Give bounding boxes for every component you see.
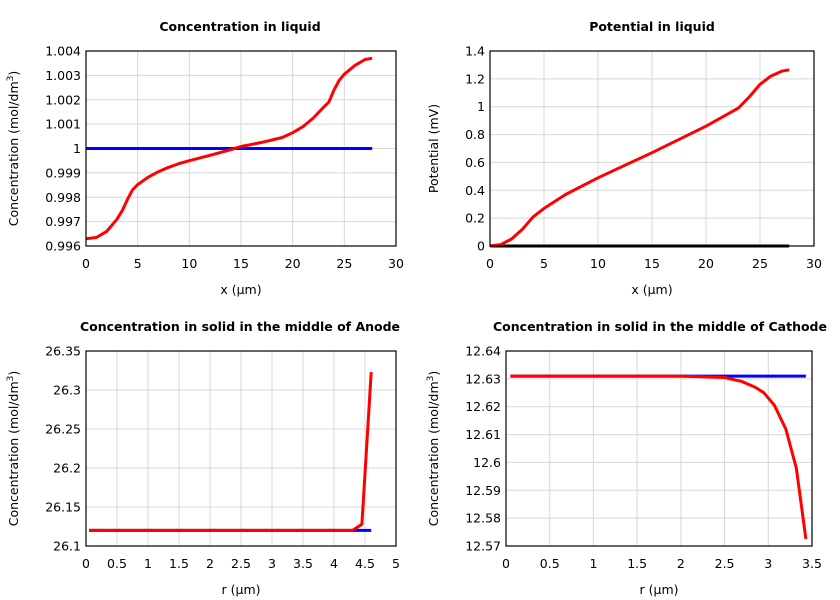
x-axis-label: x (µm) <box>220 282 261 297</box>
y-axis-label-end: ) <box>426 371 441 376</box>
y-axis-label-end: ) <box>6 371 21 376</box>
series-line-2 <box>85 56 373 241</box>
y-tick-label: 1 <box>477 99 485 114</box>
x-tick-label: 4 <box>330 556 338 571</box>
subplot-2: 0 5 10 15 20 25 30 0 0.2 0.4 0.6 0.8 1 1.2 1.4 Potentia… <box>426 19 822 297</box>
x-tick-label: 1.5 <box>169 556 189 571</box>
y-tick-label: 1.4 <box>465 44 485 59</box>
x-tick-label: 5 <box>392 556 400 571</box>
x-tick-label: 0.5 <box>107 556 127 571</box>
y-tick-label: 12.64 <box>465 344 501 359</box>
y-tick-label: 26.3 <box>53 383 81 398</box>
x-tick-label: 10 <box>590 256 606 271</box>
y-tick-label: 0.996 <box>45 239 81 254</box>
y-tick-label: 1.002 <box>45 92 81 107</box>
y-tick-label: 26.2 <box>53 461 81 476</box>
x-tick-label: 5 <box>540 256 548 271</box>
y-tick-label: 12.58 <box>465 511 501 526</box>
y-tick-label: 1.2 <box>465 71 485 86</box>
x-tick-label: 20 <box>698 256 714 271</box>
y-tick-label: 26.15 <box>45 500 81 515</box>
x-axis-label: r (µm) <box>222 582 261 597</box>
x-tick-label: 30 <box>806 256 822 271</box>
series-line-2 <box>510 374 808 540</box>
x-tick-label: 0 <box>82 256 90 271</box>
x-tick-label: 0 <box>82 556 90 571</box>
x-tick-label: 0 <box>502 556 510 571</box>
y-tick-label: 1.004 <box>45 44 81 59</box>
y-axis-label-superscript: 3 <box>6 76 16 82</box>
x-tick-label: 3.5 <box>802 556 822 571</box>
plot-frame <box>85 350 397 547</box>
y-tick-label: 26.25 <box>45 422 81 437</box>
x-tick-label: 15 <box>233 256 249 271</box>
chart-title: Concentration in liquid <box>159 19 320 34</box>
y-tick-label: 1.003 <box>45 68 81 83</box>
series-line-2 <box>89 372 373 532</box>
subplot-1: 0 5 10 15 20 25 30 0.996 0.997 0.998 0.999 1 1.001 1.… <box>6 19 404 297</box>
x-tick-label: 0.5 <box>540 556 560 571</box>
y-axis-label-superscript: 3 <box>6 376 16 382</box>
x-tick-label: 2 <box>206 556 214 571</box>
y-tick-label: 12.61 <box>465 427 501 442</box>
y-tick-label: 0.997 <box>45 214 81 229</box>
chart-title: Concentration in solid in the middle of … <box>493 319 827 334</box>
x-tick-label: 2 <box>677 556 685 571</box>
x-tick-label: 2.5 <box>715 556 735 571</box>
y-tick-label: 0.998 <box>45 190 81 205</box>
plot-frame <box>85 50 397 247</box>
x-tick-label: 20 <box>285 256 301 271</box>
y-axis-label: Concentration (mol/dm3) <box>426 371 441 527</box>
y-tick-label: 12.62 <box>465 399 501 414</box>
y-axis-label: Potential (mV) <box>426 104 441 193</box>
x-axis-label: x (µm) <box>631 282 672 297</box>
y-tick-label: 12.6 <box>473 455 501 470</box>
x-tick-label: 1.5 <box>627 556 647 571</box>
x-tick-label: 1 <box>144 556 152 571</box>
x-tick-label: 3 <box>764 556 772 571</box>
y-tick-label: 12.63 <box>465 371 501 386</box>
y-tick-label: 26.35 <box>45 344 81 359</box>
y-tick-label: 0.2 <box>465 211 485 226</box>
y-tick-label: 1.001 <box>45 117 81 132</box>
y-tick-label: 12.59 <box>465 483 501 498</box>
x-tick-label: 3 <box>268 556 276 571</box>
x-tick-label: 15 <box>644 256 660 271</box>
y-tick-label: 12.57 <box>465 539 501 554</box>
y-axis-label-text: Potential (mV) <box>426 104 441 193</box>
y-axis-label-text: Concentration (mol/dm <box>6 81 21 226</box>
chart-title: Potential in liquid <box>589 19 715 34</box>
x-tick-label: 3.5 <box>293 556 313 571</box>
y-tick-label: 0.4 <box>465 183 485 198</box>
y-tick-label: 26.1 <box>53 539 81 554</box>
x-tick-label: 5 <box>134 256 142 271</box>
y-tick-label: 0.8 <box>465 127 485 142</box>
subplot-3: 0 0.5 1 1.5 2 2.5 3 3.5 4 4.5 5 26.1 26.15 26.2 26.25 2… <box>6 319 400 597</box>
y-axis-label: Concentration (mol/dm3) <box>6 371 21 527</box>
x-tick-label: 25 <box>336 256 352 271</box>
y-axis-label-end: ) <box>6 71 21 76</box>
y-axis-label-text: Concentration (mol/dm <box>6 381 21 526</box>
y-tick-label: 1 <box>73 141 81 156</box>
chart-title: Concentration in solid in the middle of … <box>80 319 400 334</box>
series-line-2 <box>489 68 790 248</box>
y-axis-label: Concentration (mol/dm3) <box>6 71 21 227</box>
y-tick-label: 0.6 <box>465 155 485 170</box>
x-tick-label: 25 <box>752 256 768 271</box>
x-tick-label: 2.5 <box>231 556 251 571</box>
x-tick-label: 10 <box>181 256 197 271</box>
y-axis-label-superscript: 3 <box>426 376 436 382</box>
x-tick-label: 0 <box>486 256 494 271</box>
subplot-4: 0 0.5 1 1.5 2 2.5 3 3.5 12.57 12.58 12.59 12.6 12.61… <box>426 319 827 597</box>
x-axis-label: r (µm) <box>640 582 679 597</box>
plot-frame <box>505 350 813 547</box>
x-tick-label: 30 <box>388 256 404 271</box>
y-axis-label-text: Concentration (mol/dm <box>426 381 441 526</box>
x-tick-label: 1 <box>589 556 597 571</box>
y-tick-label: 0.999 <box>45 165 81 180</box>
x-tick-label: 4.5 <box>355 556 375 571</box>
plot-frame <box>489 50 815 247</box>
y-tick-label: 0 <box>477 239 485 254</box>
